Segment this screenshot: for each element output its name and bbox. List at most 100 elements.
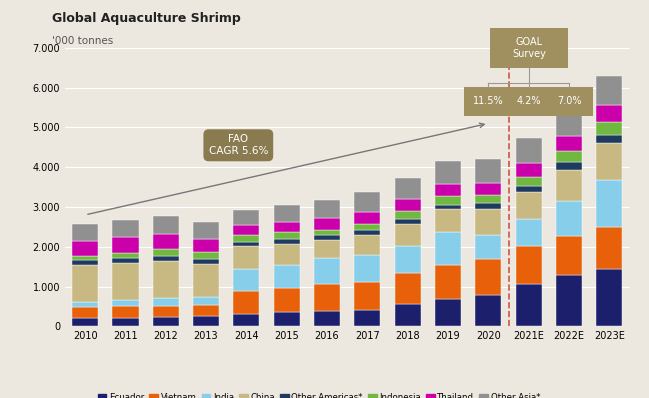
Bar [72,260,98,265]
Bar [314,284,340,311]
Bar [515,246,542,284]
Bar [395,219,421,224]
Text: GOAL
Survey: GOAL Survey [512,37,546,59]
Bar [596,122,622,135]
Bar [193,316,219,326]
Bar [314,235,340,240]
Bar [354,282,380,310]
Bar [233,291,260,314]
Bar [274,265,300,288]
Bar [435,205,461,209]
Bar [72,302,98,307]
Bar [475,203,502,209]
Bar [233,235,260,242]
Bar [153,256,179,261]
Bar [153,317,179,326]
Bar [475,195,502,203]
Bar [596,227,622,269]
Bar [354,310,380,326]
Bar [112,318,138,326]
Bar [596,135,622,143]
Bar [233,242,260,246]
Legend: Ecuador, Vietnam, India, China, Other Americas*, Indonesia, Thailand, Other Asia: Ecuador, Vietnam, India, China, Other Am… [94,390,544,398]
Bar [515,177,542,186]
Bar [314,240,340,258]
Bar [314,258,340,284]
Bar [435,265,461,299]
Bar [233,210,260,225]
Bar [193,252,219,259]
Bar [556,275,582,326]
Bar [112,300,138,306]
Bar [395,199,421,211]
Bar [435,232,461,265]
Bar [153,306,179,317]
Bar [112,253,138,258]
Bar [515,186,542,192]
Bar [395,211,421,219]
Bar [596,269,622,326]
Bar [475,235,502,259]
Bar [233,225,260,235]
Text: 11.5%: 11.5% [473,96,504,107]
Bar [435,161,461,184]
Bar [556,170,582,201]
Bar [435,299,461,326]
Bar [354,255,380,282]
Bar [515,138,542,163]
Bar [515,163,542,177]
Bar [556,201,582,236]
Bar [112,237,138,253]
Bar [153,216,179,234]
Bar [475,209,502,235]
Bar [274,232,300,239]
Text: 4.2%: 4.2% [517,96,541,107]
Bar [112,306,138,318]
Bar [556,236,582,275]
Bar [596,143,622,180]
Bar [435,196,461,205]
Bar [314,200,340,218]
Bar [274,312,300,326]
Bar [193,264,219,297]
Bar [112,258,138,263]
Bar [596,105,622,122]
Bar [72,241,98,256]
Bar [233,246,260,269]
Bar [112,220,138,237]
Bar [475,183,502,195]
Text: '000 tonnes: '000 tonnes [52,36,113,46]
Bar [72,224,98,241]
Bar [395,178,421,199]
Text: Global Aquaculture Shrimp: Global Aquaculture Shrimp [52,12,241,25]
Bar [274,205,300,222]
Bar [72,265,98,302]
Text: FAO
CAGR 5.6%: FAO CAGR 5.6% [208,135,268,156]
Bar [314,218,340,230]
Bar [556,109,582,136]
Bar [153,298,179,306]
Bar [435,184,461,196]
Bar [475,259,502,295]
Bar [435,209,461,232]
Bar [475,159,502,183]
Bar [233,314,260,326]
Bar [274,222,300,232]
Bar [193,297,219,305]
Bar [153,261,179,298]
Bar [153,234,179,249]
Bar [193,222,219,239]
Bar [354,212,380,224]
Bar [153,249,179,256]
Bar [112,263,138,300]
Text: 7.0%: 7.0% [557,96,582,107]
Bar [274,288,300,312]
Bar [596,180,622,227]
Bar [475,295,502,326]
Bar [314,230,340,235]
Bar [314,311,340,326]
Bar [395,304,421,326]
Bar [515,284,542,326]
Bar [274,244,300,265]
Bar [556,136,582,151]
